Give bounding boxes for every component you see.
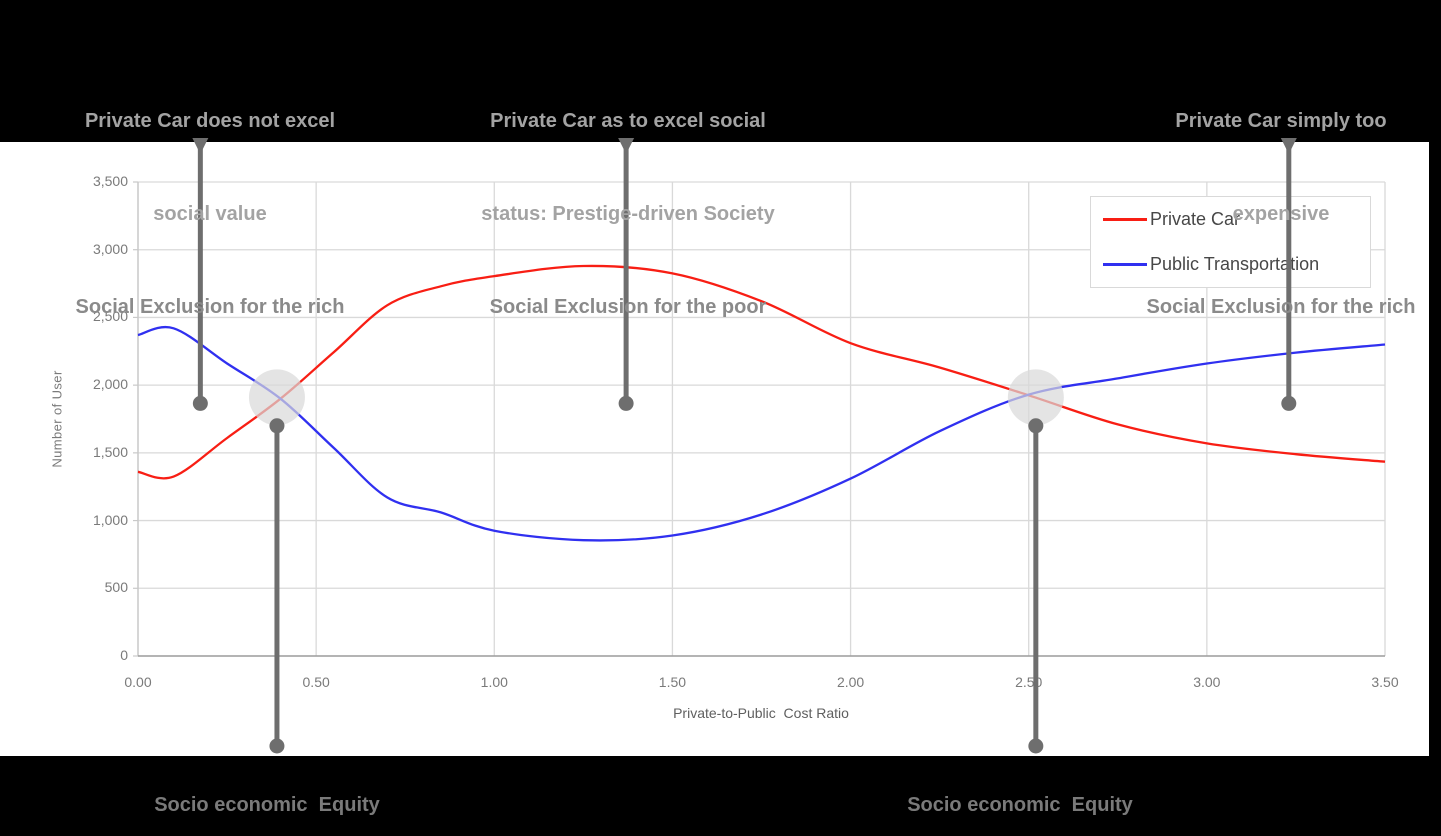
legend-item: Private Car bbox=[1103, 209, 1370, 230]
annotation-line: Social Exclusion for the rich bbox=[1146, 296, 1416, 318]
annotation-bottom-left: Socio economic Equity bbox=[154, 794, 380, 816]
x-axis-title: Private-to-Public Cost Ratio bbox=[673, 705, 849, 721]
annotation-bottom-right: Socio economic Equity bbox=[907, 794, 1133, 816]
annotation-line: Social Exclusion for the rich bbox=[75, 296, 345, 318]
intersection-highlight bbox=[248, 369, 305, 426]
pin-dot bbox=[1028, 738, 1044, 754]
annotation-line: Private Car as to excel social bbox=[490, 110, 766, 132]
x-tick-label: 1.50 bbox=[658, 674, 687, 690]
pin-dot bbox=[1281, 395, 1297, 411]
legend-item: Public Transportation bbox=[1103, 254, 1370, 275]
pin-dot bbox=[269, 418, 285, 434]
intersection-highlight bbox=[1007, 369, 1064, 426]
pin-dot bbox=[269, 738, 285, 754]
pin-dot bbox=[1028, 418, 1044, 434]
annotation-top-right: Private Car simply too expensive Social … bbox=[1091, 44, 1441, 385]
pin-arrow-icon bbox=[192, 138, 209, 154]
legend-line-sample bbox=[1103, 263, 1147, 266]
x-tick-label: 3.00 bbox=[1193, 674, 1221, 690]
y-tick-label: 1,000 bbox=[92, 511, 128, 528]
pin-dot bbox=[192, 395, 208, 411]
annotation-line: expensive bbox=[1232, 203, 1330, 225]
y-tick-label: 3,500 bbox=[92, 173, 128, 189]
x-tick-label: 3.50 bbox=[1371, 674, 1399, 690]
x-tick-label: 0.50 bbox=[302, 674, 330, 690]
x-tick-label: 0.00 bbox=[124, 674, 152, 690]
legend-label: Private Car bbox=[1150, 209, 1241, 229]
legend-label: Public Transportation bbox=[1150, 254, 1320, 274]
y-tick-label: 2,500 bbox=[92, 308, 128, 325]
x-tick-label: 2.00 bbox=[836, 674, 865, 690]
x-tick-label: 1.00 bbox=[480, 674, 508, 690]
annotation-line: status: Prestige-driven Society bbox=[481, 203, 775, 225]
annotation-top-left: Private Car does not excel social value … bbox=[20, 44, 400, 385]
annotation-line: social value bbox=[153, 203, 267, 225]
y-tick-label: 0 bbox=[120, 647, 128, 663]
annotation-top-center: Private Car as to excel social status: P… bbox=[438, 44, 818, 385]
legend: Private Car Public Transportation bbox=[1090, 196, 1371, 288]
annotation-line: Social Exclusion for the poor bbox=[489, 296, 767, 318]
y-tick-label: 1,500 bbox=[92, 443, 128, 460]
pin-dot bbox=[618, 395, 634, 411]
legend-line-sample bbox=[1103, 218, 1147, 221]
y-tick-label: 3,000 bbox=[92, 240, 128, 257]
annotation-line: Private Car does not excel bbox=[84, 110, 336, 132]
pin-arrow-icon bbox=[1280, 138, 1297, 154]
annotation-line: Private Car simply too bbox=[1175, 110, 1387, 132]
y-tick-label: 2,000 bbox=[92, 376, 128, 393]
y-tick-label: 500 bbox=[104, 579, 128, 596]
pin-arrow-icon bbox=[618, 138, 635, 154]
